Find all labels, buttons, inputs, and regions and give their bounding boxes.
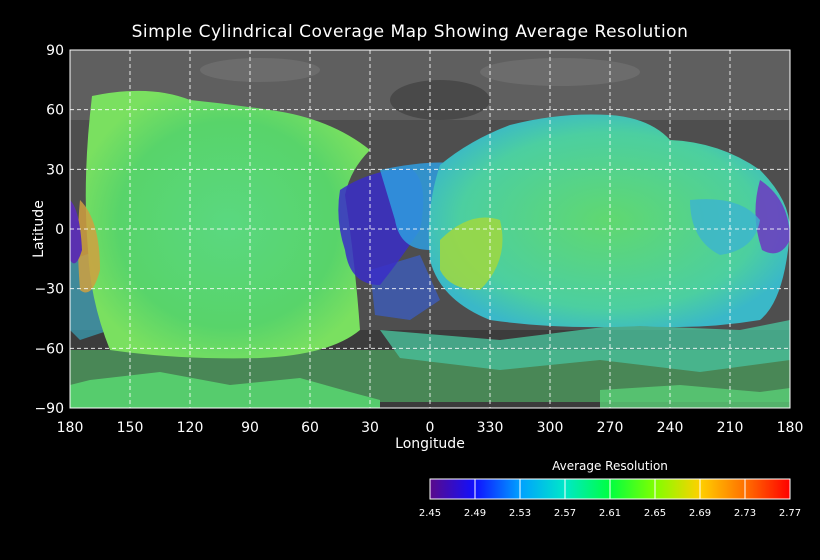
y-tick-label: −90 — [34, 401, 64, 417]
x-tick-label: 270 — [597, 420, 624, 436]
y-tick-label: −30 — [34, 282, 64, 298]
colorbar-tick-label: 2.77 — [779, 508, 801, 519]
x-tick-label: 180 — [57, 420, 84, 436]
colorbar-tick-label: 2.61 — [599, 508, 621, 519]
x-tick-label: 300 — [537, 420, 564, 436]
x-tick-label: 180 — [777, 420, 804, 436]
x-tick-label: 30 — [361, 420, 379, 436]
x-tick-label: 60 — [301, 420, 319, 436]
y-tick-label: 30 — [46, 162, 64, 178]
x-tick-label: 240 — [657, 420, 684, 436]
y-tick-label: 90 — [46, 43, 64, 59]
graticule — [70, 50, 790, 408]
x-axis-label: Longitude — [395, 436, 465, 452]
y-tick-label: 0 — [55, 222, 64, 238]
colorbar-tick-label: 2.65 — [644, 508, 666, 519]
y-tick-label: −60 — [34, 341, 64, 357]
map-title: Simple Cylindrical Coverage Map Showing … — [131, 22, 689, 42]
x-tick-label: 0 — [426, 420, 435, 436]
y-axis-label: Latitude — [30, 200, 47, 258]
colorbar-title: Average Resolution — [552, 459, 668, 473]
colorbar-tick-label: 2.49 — [464, 508, 486, 519]
x-tick-label: 150 — [117, 420, 144, 436]
colorbar-tick-label: 2.45 — [419, 508, 441, 519]
colorbar-tick-label: 2.53 — [509, 508, 531, 519]
x-tick-label: 330 — [477, 420, 504, 436]
x-tick-label: 90 — [241, 420, 259, 436]
colorbar-tick-label: 2.69 — [689, 508, 711, 519]
map-frame — [69, 49, 791, 409]
colorbar-tick-label: 2.57 — [554, 508, 576, 519]
x-tick-label: 120 — [177, 420, 204, 436]
colorbar-tick-label: 2.73 — [734, 508, 756, 519]
y-tick-label: 60 — [46, 103, 64, 119]
x-tick-label: 210 — [717, 420, 744, 436]
